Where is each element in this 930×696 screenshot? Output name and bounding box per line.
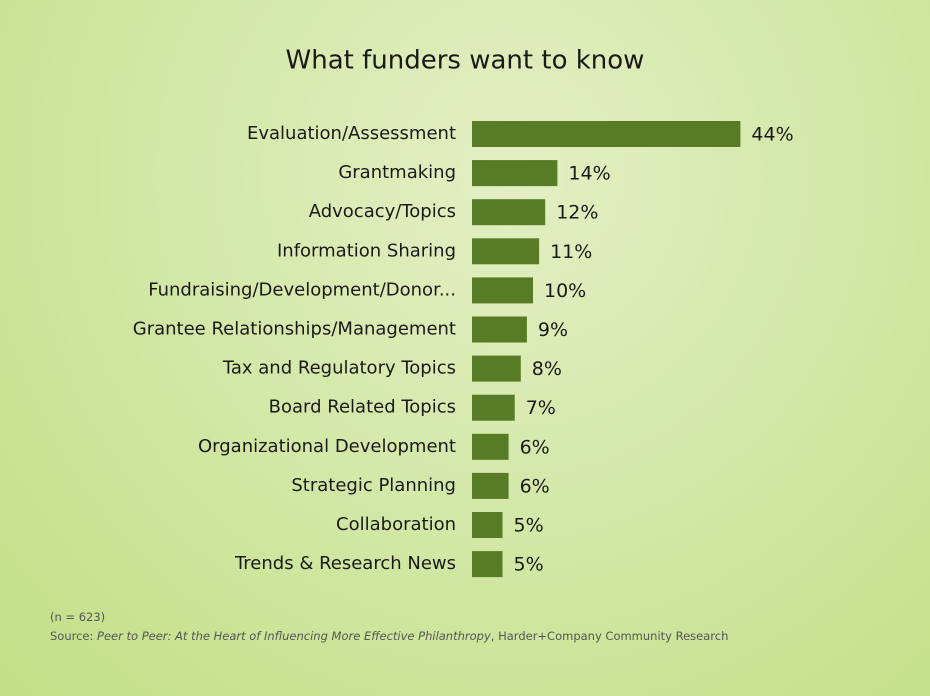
source-prefix: Source: bbox=[50, 629, 98, 643]
value-label: 5% bbox=[514, 554, 544, 576]
category-label: Organizational Development bbox=[198, 436, 456, 457]
bar bbox=[472, 238, 540, 265]
chart-title: What funders want to know bbox=[286, 46, 645, 76]
value-label: 8% bbox=[532, 358, 562, 380]
value-label: 14% bbox=[568, 163, 610, 185]
bar bbox=[472, 512, 503, 538]
bar bbox=[472, 316, 527, 343]
category-label: Grantmaking bbox=[338, 162, 456, 183]
category-label: Information Sharing bbox=[277, 240, 456, 261]
category-label: Collaboration bbox=[336, 514, 456, 535]
category-label: Tax and Regulatory Topics bbox=[222, 358, 456, 379]
bar bbox=[472, 121, 741, 147]
value-label: 5% bbox=[514, 515, 544, 537]
category-label: Strategic Planning bbox=[291, 475, 456, 496]
value-label: 6% bbox=[520, 436, 550, 458]
source: Source: Peer to Peer: At the Heart of In… bbox=[50, 629, 728, 643]
bar bbox=[472, 199, 546, 226]
value-label: 44% bbox=[751, 124, 793, 146]
bar bbox=[472, 160, 558, 187]
bar bbox=[472, 433, 509, 460]
category-label: Fundraising/Development/Donor... bbox=[148, 279, 456, 300]
category-label: Advocacy/Topics bbox=[309, 201, 456, 222]
value-label: 11% bbox=[550, 241, 592, 263]
category-label: Evaluation/Assessment bbox=[247, 123, 456, 144]
value-label: 12% bbox=[556, 202, 598, 224]
category-label: Grantee Relationships/Management bbox=[133, 319, 456, 340]
bar bbox=[472, 355, 521, 382]
value-label: 7% bbox=[526, 397, 556, 419]
bar bbox=[472, 472, 509, 499]
value-label: 10% bbox=[544, 280, 586, 302]
source-title: Peer to Peer: At the Heart of Influencin… bbox=[97, 629, 491, 643]
source-suffix: , Harder+Company Community Research bbox=[490, 629, 729, 643]
value-label: 6% bbox=[520, 475, 550, 497]
value-label: 9% bbox=[538, 319, 568, 341]
category-label: Board Related Topics bbox=[269, 397, 456, 418]
category-label: Trends & Research News bbox=[234, 553, 456, 574]
chart: What funders want to know Evaluation/Ass… bbox=[133, 46, 794, 578]
bar bbox=[472, 277, 533, 304]
bar bbox=[472, 394, 515, 421]
bar bbox=[472, 551, 503, 578]
note: (n = 623) bbox=[50, 610, 106, 624]
